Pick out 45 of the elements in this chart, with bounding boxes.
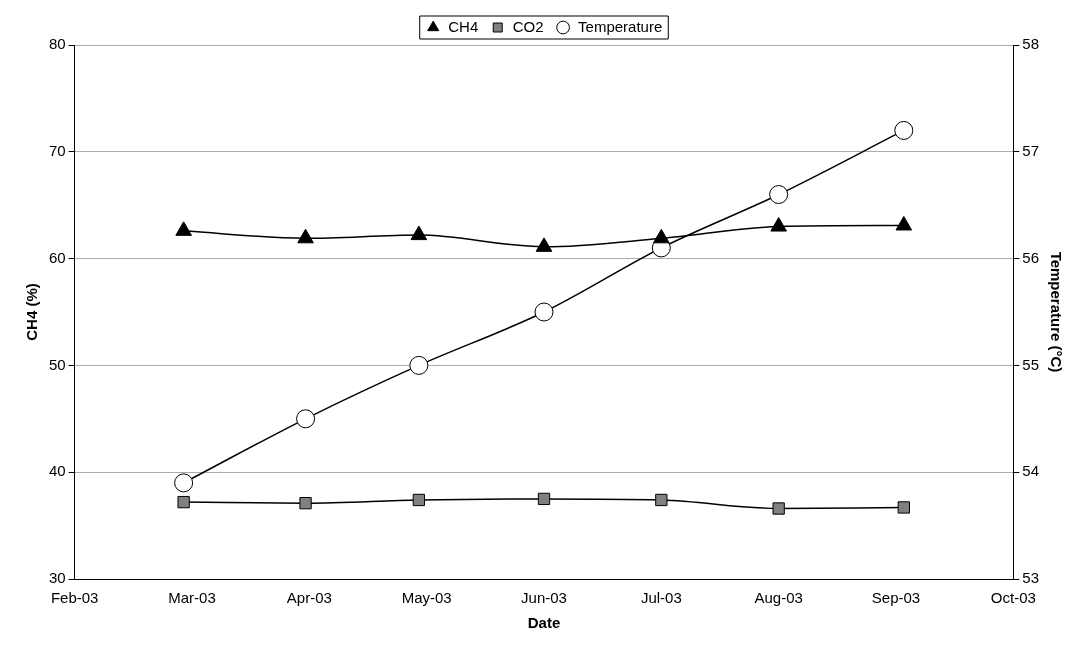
y2-tick-label: 58 — [1022, 35, 1039, 53]
point — [535, 237, 553, 252]
legend-label: CH4 — [448, 17, 479, 35]
y2-axis-title: Temperature (°C) — [1047, 251, 1065, 373]
point — [769, 185, 789, 205]
y-tick-label: 50 — [49, 355, 66, 373]
point — [894, 120, 914, 140]
point — [534, 302, 554, 322]
point — [174, 473, 194, 493]
x-axis-title: Date — [527, 614, 561, 632]
x-tick-label: Oct-03 — [990, 589, 1036, 607]
point — [537, 492, 551, 506]
x-tick-label: Jul-03 — [640, 589, 682, 607]
point — [409, 355, 429, 375]
x-tick-label: Mar-03 — [168, 589, 216, 607]
point — [177, 495, 190, 509]
point — [895, 215, 913, 231]
x-tick-label: May-03 — [401, 589, 452, 607]
y-tick-label: 40 — [49, 462, 66, 480]
point — [412, 493, 426, 507]
y2-tick-label: 54 — [1022, 462, 1039, 480]
point — [410, 225, 428, 241]
x-tick-label: Jun-03 — [521, 589, 567, 607]
point — [297, 228, 314, 244]
point — [772, 502, 785, 515]
y-tick-label: 30 — [49, 569, 66, 587]
legend-label: CO2 — [512, 17, 544, 35]
point — [299, 497, 312, 510]
y2-tick-label: 53 — [1022, 569, 1039, 587]
point — [175, 221, 192, 236]
x-tick-label: Feb-03 — [50, 589, 99, 607]
y2-tick-label: 55 — [1022, 355, 1039, 373]
x-tick-label: Apr-03 — [286, 589, 332, 607]
y-axis-title: CH4 (%) — [23, 283, 41, 341]
legend-label: Temperature — [578, 17, 663, 35]
y2-tick-label: 57 — [1022, 141, 1039, 159]
y-tick-label: 80 — [49, 35, 66, 53]
point — [897, 501, 910, 514]
point — [296, 409, 316, 429]
y-tick-label: 60 — [49, 248, 66, 266]
y2-tick-label: 56 — [1022, 248, 1039, 266]
point — [770, 217, 787, 232]
y-tick-label: 70 — [49, 141, 66, 159]
x-tick-label: Aug-03 — [754, 589, 803, 607]
x-tick-label: Sep-03 — [871, 589, 921, 607]
